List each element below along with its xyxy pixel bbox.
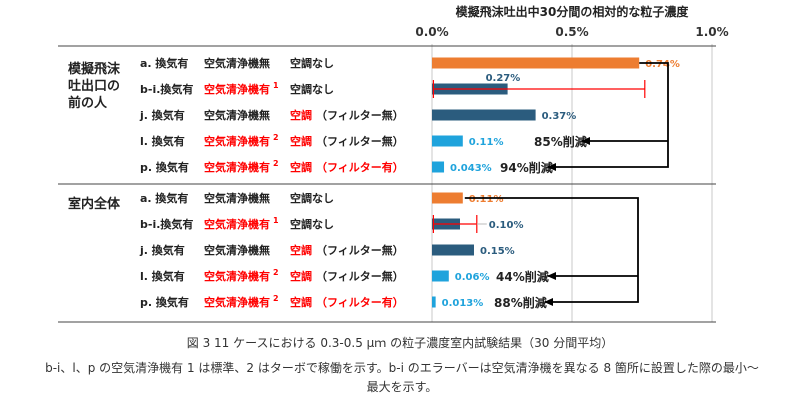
purifier-superscript: 2	[273, 294, 279, 303]
bar	[432, 109, 536, 121]
purifier-label: 空気清浄機有	[204, 295, 270, 309]
aircon-filter-label: （フィルター無）	[316, 134, 404, 148]
reduction-label: 85%削減	[534, 134, 587, 149]
case-label: p. 換気有	[140, 160, 189, 174]
value-label: 0.37%	[542, 111, 577, 122]
aircon-label: 空調なし	[290, 56, 334, 70]
group-label: 前の人	[68, 95, 108, 111]
case-label: b-i.換気有	[140, 217, 193, 231]
aircon-label: 空調なし	[290, 82, 334, 96]
reduction-label: 44%削減	[496, 269, 549, 284]
aircon-label: 空調なし	[290, 191, 334, 205]
chart-title: 模擬飛沫吐出中30分間の相対的な粒子濃度	[456, 4, 690, 19]
purifier-superscript: 2	[273, 268, 279, 277]
purifier-label: 空気清浄機無	[204, 191, 270, 205]
x-tick-label: 1.0%	[695, 25, 728, 39]
purifier-superscript: 2	[273, 159, 279, 168]
x-tick-label: 0.5%	[555, 25, 588, 39]
value-label: 0.11%	[469, 137, 504, 148]
reduction-arrow	[464, 197, 639, 306]
purifier-superscript: 1	[273, 81, 279, 90]
figure-caption: 図 3 11 ケースにおける 0.3-0.5 μｍ の粒子濃度室内試験結果（30…	[186, 336, 614, 350]
value-label: 0.74%	[645, 59, 680, 70]
aircon-filter-label: （フィルター有）	[316, 160, 404, 174]
aircon-filter-label: （フィルター無）	[316, 243, 404, 257]
aircon-label: 空調	[290, 134, 312, 148]
aircon-label: 空調	[290, 160, 312, 174]
value-label: 0.15%	[480, 246, 515, 257]
reduction-label: 94%削減	[500, 160, 553, 175]
purifier-superscript: 2	[273, 133, 279, 142]
bar	[432, 270, 449, 282]
reduction-label: 88%削減	[494, 295, 547, 310]
value-label: 0.10%	[489, 220, 524, 231]
purifier-label: 空気清浄機有	[204, 160, 270, 174]
aircon-label: 空調	[290, 269, 312, 283]
bar	[432, 57, 640, 69]
value-label: 0.11%	[469, 194, 504, 205]
value-label: 0.27%	[486, 73, 521, 84]
purifier-label: 空気清浄機無	[204, 108, 270, 122]
reduction-arrow	[547, 62, 669, 171]
bar	[432, 135, 463, 147]
purifier-label: 空気清浄機有	[204, 134, 270, 148]
aircon-label: 空調	[290, 243, 312, 257]
bar	[432, 161, 445, 173]
aircon-filter-label: （フィルター無）	[316, 108, 404, 122]
case-label: a. 換気有	[140, 56, 188, 70]
figure-note-line-2: 最大を示す。	[366, 380, 438, 394]
x-tick-label: 0.0%	[415, 25, 448, 39]
figure-note-line-1: b-i、l、p の空気清浄機有 1 は標準、2 はターボで稼働を示す。b-i の…	[45, 361, 759, 375]
aircon-label: 空調なし	[290, 217, 334, 231]
case-label: l. 換気有	[140, 134, 185, 148]
purifier-superscript: 1	[273, 216, 279, 225]
case-label: l. 換気有	[140, 269, 185, 283]
aircon-label: 空調	[290, 295, 312, 309]
group-label: 模擬飛沫	[68, 61, 121, 77]
purifier-label: 空気清浄機有	[204, 217, 270, 231]
case-label: p. 換気有	[140, 295, 189, 309]
case-label: a. 換気有	[140, 191, 188, 205]
bar	[432, 244, 474, 256]
bar	[432, 296, 436, 308]
purifier-label: 空気清浄機有	[204, 82, 270, 96]
case-label: b-i.換気有	[140, 82, 193, 96]
purifier-label: 空気清浄機有	[204, 269, 270, 283]
case-label: j. 換気有	[139, 243, 185, 257]
value-label: 0.013%	[442, 298, 484, 309]
group-label: 吐出口の	[68, 78, 120, 94]
aircon-filter-label: （フィルター有）	[316, 295, 404, 309]
purifier-label: 空気清浄機無	[204, 243, 270, 257]
value-label: 0.043%	[450, 163, 492, 174]
purifier-label: 空気清浄機無	[204, 56, 270, 70]
group-label: 室内全体	[68, 196, 121, 212]
bar	[432, 192, 463, 204]
particle-concentration-chart: 模擬飛沫吐出中30分間の相対的な粒子濃度 0.0% 0.5% 1.0% 模擬飛沫吐出口の…	[58, 4, 729, 323]
case-label: j. 換気有	[139, 108, 185, 122]
aircon-filter-label: （フィルター無）	[316, 269, 404, 283]
aircon-label: 空調	[290, 108, 312, 122]
value-label: 0.06%	[455, 272, 490, 283]
